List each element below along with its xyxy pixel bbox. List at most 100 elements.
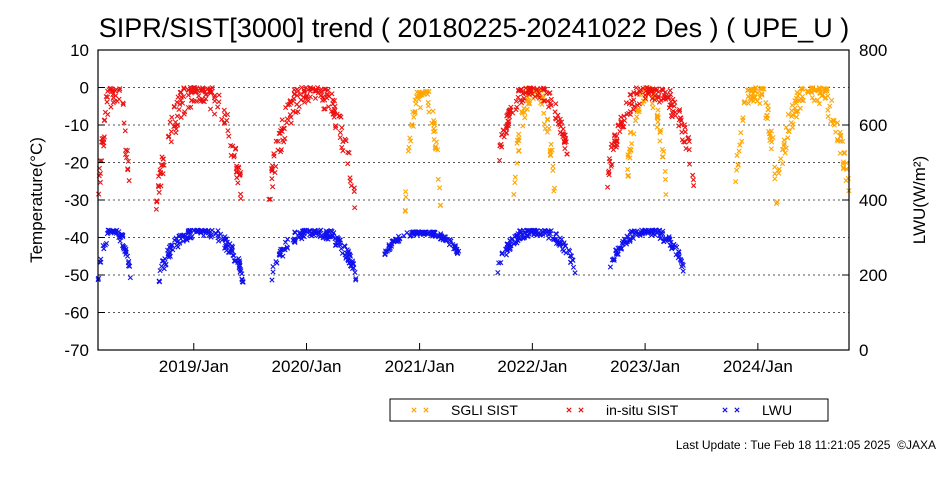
data-point [634, 114, 640, 120]
data-point [686, 138, 692, 145]
data-point [278, 128, 284, 134]
data-point [346, 150, 352, 156]
legend-box [389, 398, 829, 422]
data-points [95, 84, 852, 285]
data-point [686, 147, 692, 153]
data-point [844, 166, 850, 172]
data-point [208, 234, 214, 240]
data-point [237, 169, 244, 176]
data-point [514, 140, 520, 146]
data-point [411, 229, 417, 235]
data-point [328, 233, 334, 240]
data-point [156, 278, 162, 284]
data-point [337, 134, 343, 141]
data-point [305, 98, 311, 104]
data-point [606, 168, 612, 174]
data-point [97, 170, 104, 177]
data-point [497, 142, 503, 148]
grid-lines [98, 87, 849, 313]
data-point [625, 152, 631, 158]
data-point [154, 198, 160, 204]
data-point [640, 85, 646, 91]
data-point [669, 246, 675, 252]
data-point [233, 145, 239, 151]
data-point [288, 114, 294, 120]
data-point [116, 234, 122, 240]
data-point [671, 241, 677, 248]
legend-label-insitu: in-situ SIST [606, 402, 679, 418]
data-point [235, 180, 241, 186]
data-point [200, 98, 206, 104]
data-point [231, 152, 237, 158]
data-point [752, 85, 759, 91]
data-point [322, 106, 328, 112]
data-point [226, 133, 232, 139]
legend-marker [722, 407, 728, 413]
data-point [331, 114, 337, 120]
data-point [104, 94, 111, 100]
data-point [496, 157, 503, 164]
data-point [317, 234, 323, 240]
data-point [625, 154, 631, 160]
data-point [343, 138, 349, 144]
data-point [843, 177, 849, 184]
data-point [174, 99, 180, 105]
series-sgli-sist [402, 84, 852, 214]
data-point [634, 228, 640, 234]
data-point [395, 233, 402, 239]
data-point [837, 129, 843, 136]
data-point [330, 111, 336, 117]
data-point [662, 176, 669, 183]
data-point [342, 243, 348, 250]
data-point [211, 111, 218, 117]
legend-marker [566, 407, 572, 413]
data-point [104, 231, 110, 237]
data-point [809, 85, 816, 92]
data-point [223, 245, 229, 251]
data-point [270, 184, 276, 190]
data-point [353, 276, 359, 282]
data-point [625, 173, 632, 179]
data-point [564, 151, 570, 157]
data-point [690, 177, 697, 183]
data-point [735, 161, 741, 168]
data-point [425, 99, 431, 105]
data-point [267, 196, 273, 202]
data-point [112, 88, 118, 94]
data-point [123, 151, 129, 157]
data-point [431, 122, 438, 128]
data-point [295, 109, 301, 115]
data-point [765, 107, 771, 113]
data-point [121, 120, 127, 126]
data-point [187, 229, 193, 236]
data-point [611, 256, 617, 262]
data-point [514, 104, 520, 110]
data-point [560, 126, 566, 132]
data-point [745, 93, 751, 100]
data-point [416, 229, 422, 235]
data-point [782, 150, 788, 156]
legend-marker [734, 407, 740, 413]
data-point [178, 89, 184, 95]
data-point [681, 122, 688, 128]
data-point [160, 171, 166, 177]
data-point [339, 125, 345, 131]
data-point [626, 149, 633, 155]
data-point [768, 146, 774, 152]
data-point [238, 195, 244, 202]
data-point [610, 147, 616, 153]
data-point [172, 119, 179, 125]
data-point [652, 97, 658, 103]
data-point [793, 109, 799, 116]
data-point [667, 87, 673, 94]
data-point [660, 228, 666, 234]
data-point [676, 108, 682, 114]
data-point [301, 89, 307, 95]
y-tick-label: -20 [64, 154, 89, 173]
data-point [304, 93, 310, 99]
data-point [337, 113, 343, 119]
data-point [541, 86, 547, 92]
data-point [681, 139, 687, 145]
data-point [348, 183, 354, 189]
